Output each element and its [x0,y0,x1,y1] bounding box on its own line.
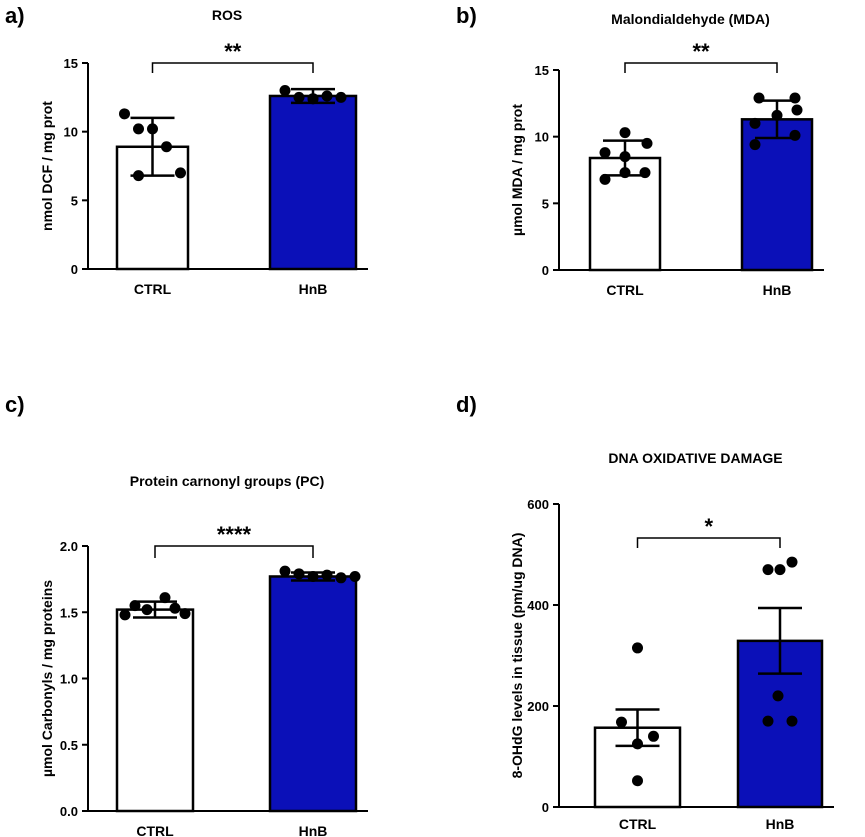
y-tick-label: 15 [64,56,78,71]
y-axis-label: nmol DCF / mg prot [39,101,55,231]
panel-label: c) [5,392,25,417]
x-tick-label: CTRL [606,282,644,298]
y-tick-label: 5 [71,193,78,208]
x-tick-label: HnB [299,823,328,837]
bar-hnb [268,94,358,271]
y-tick-label: 1.0 [60,672,78,687]
y-tick-label: 10 [64,125,78,140]
bar-ctrl [115,608,195,813]
data-point [619,127,631,139]
data-point [179,608,191,620]
y-axis-label: µmol MDA / mg prot [509,104,525,236]
x-tick-label: HnB [766,816,795,832]
chart-title: Protein carnonyl groups (PC) [130,473,324,489]
data-point [119,108,130,120]
panel-label: b) [456,3,477,28]
data-point [774,564,786,576]
significance-bracket [151,62,314,73]
y-tick-label: 400 [527,598,549,613]
data-point [791,104,803,116]
data-point [133,123,144,135]
y-axis-label: µmol Carbonyls / mg proteins [39,580,55,777]
y-tick-label: 0.5 [60,738,78,753]
data-point [786,715,798,727]
data-point [141,604,153,616]
chart-title: DNA OXIDATIVE DAMAGE [608,450,782,466]
y-tick-label: 0 [71,262,78,277]
y-tick-label: 600 [527,497,549,512]
data-point [749,139,761,151]
data-point [321,90,333,102]
data-point [349,570,361,582]
data-point [119,609,131,621]
y-tick-label: 2.0 [60,539,78,554]
significance-marker: * [704,514,713,539]
y-tick-label: 200 [527,699,549,714]
data-point [762,715,774,727]
y-tick-label: 15 [535,63,549,78]
y-axis-label: 8-OHdG levels in tissue (pm/ug DNA) [509,533,525,779]
data-point [632,642,643,654]
significance-bracket [624,62,778,73]
bar-hnb [268,575,358,813]
data-point [749,117,761,129]
data-point [293,568,305,580]
significance-bracket [636,537,781,548]
x-tick-label: CTRL [136,823,174,837]
significance-marker: **** [217,522,252,547]
data-point [772,690,784,702]
x-tick-label: CTRL [134,281,172,297]
x-tick-label: HnB [763,282,792,298]
data-point [293,91,305,103]
significance-marker: ** [224,39,242,64]
y-tick-label: 0 [542,263,549,278]
data-point [762,564,774,576]
data-point [335,91,347,103]
chart-title: ROS [212,7,242,23]
significance-bracket [154,545,314,558]
y-tick-label: 10 [535,130,549,145]
x-tick-label: CTRL [619,816,657,832]
panel-label: a) [5,3,25,28]
panel-label: d) [456,392,477,417]
y-tick-label: 5 [542,196,549,211]
y-tick-label: 0 [542,800,549,815]
data-point [279,84,291,96]
data-point [648,730,659,742]
data-point [632,775,643,787]
bar-ctrl [593,726,682,809]
data-point [175,167,186,179]
data-point [335,572,347,584]
data-point [599,147,611,159]
y-tick-label: 0.0 [60,804,78,819]
x-tick-label: HnB [299,281,328,297]
data-point [161,141,172,153]
data-point [279,565,291,577]
data-point [169,602,181,614]
y-tick-label: 1.5 [60,605,78,620]
data-point [616,716,627,728]
chart-title: Malondialdehyde (MDA) [611,11,770,27]
significance-marker: ** [692,39,710,64]
data-point [786,556,798,568]
